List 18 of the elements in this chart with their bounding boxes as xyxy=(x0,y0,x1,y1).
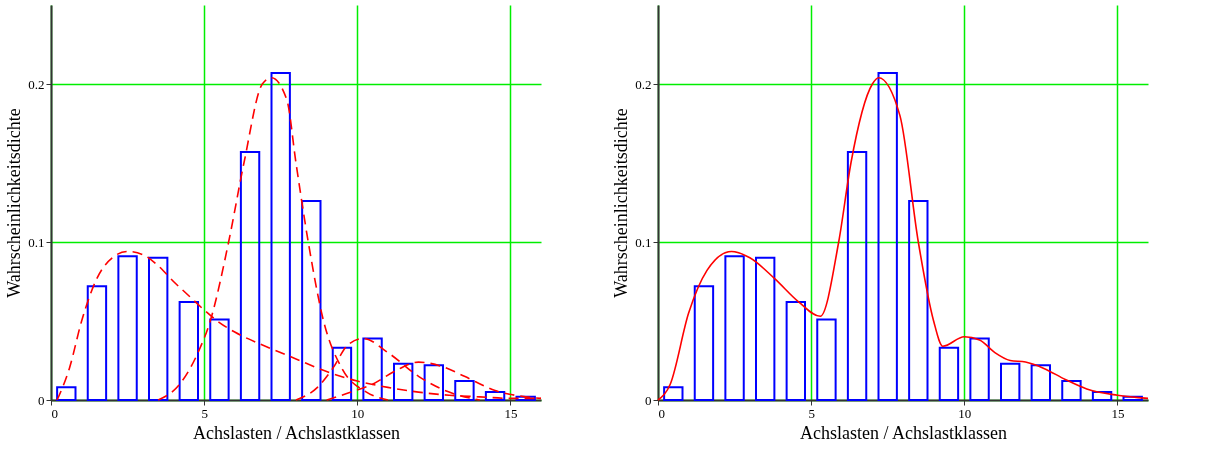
y-tick-label: 0 xyxy=(38,392,45,408)
y-axis-title: Wahrscheinlichkeitsdichte xyxy=(611,108,632,298)
y-tick-label: 0.2 xyxy=(28,76,45,92)
x-tick-label: 15 xyxy=(1111,405,1125,421)
x-tick-label: 10 xyxy=(958,405,972,421)
y-tick-label: 0.2 xyxy=(635,76,652,92)
y-tick-label: 0.1 xyxy=(635,234,652,250)
x-tick-label: 0 xyxy=(51,405,58,421)
y-axis-title: Wahrscheinlichkeitsdichte xyxy=(4,108,25,298)
x-tick-label: 0 xyxy=(658,405,665,421)
x-axis-title: Achslasten / Achslastklassen xyxy=(800,422,1007,443)
y-tick-label: 0 xyxy=(645,392,652,408)
x-tick-label: 15 xyxy=(504,405,518,421)
y-tick-label: 0.1 xyxy=(28,234,45,250)
x-axis-title: Achslasten / Achslastklassen xyxy=(193,422,400,443)
x-tick-label: 5 xyxy=(808,405,815,421)
x-tick-label: 10 xyxy=(351,405,365,421)
x-tick-label: 5 xyxy=(201,405,208,421)
